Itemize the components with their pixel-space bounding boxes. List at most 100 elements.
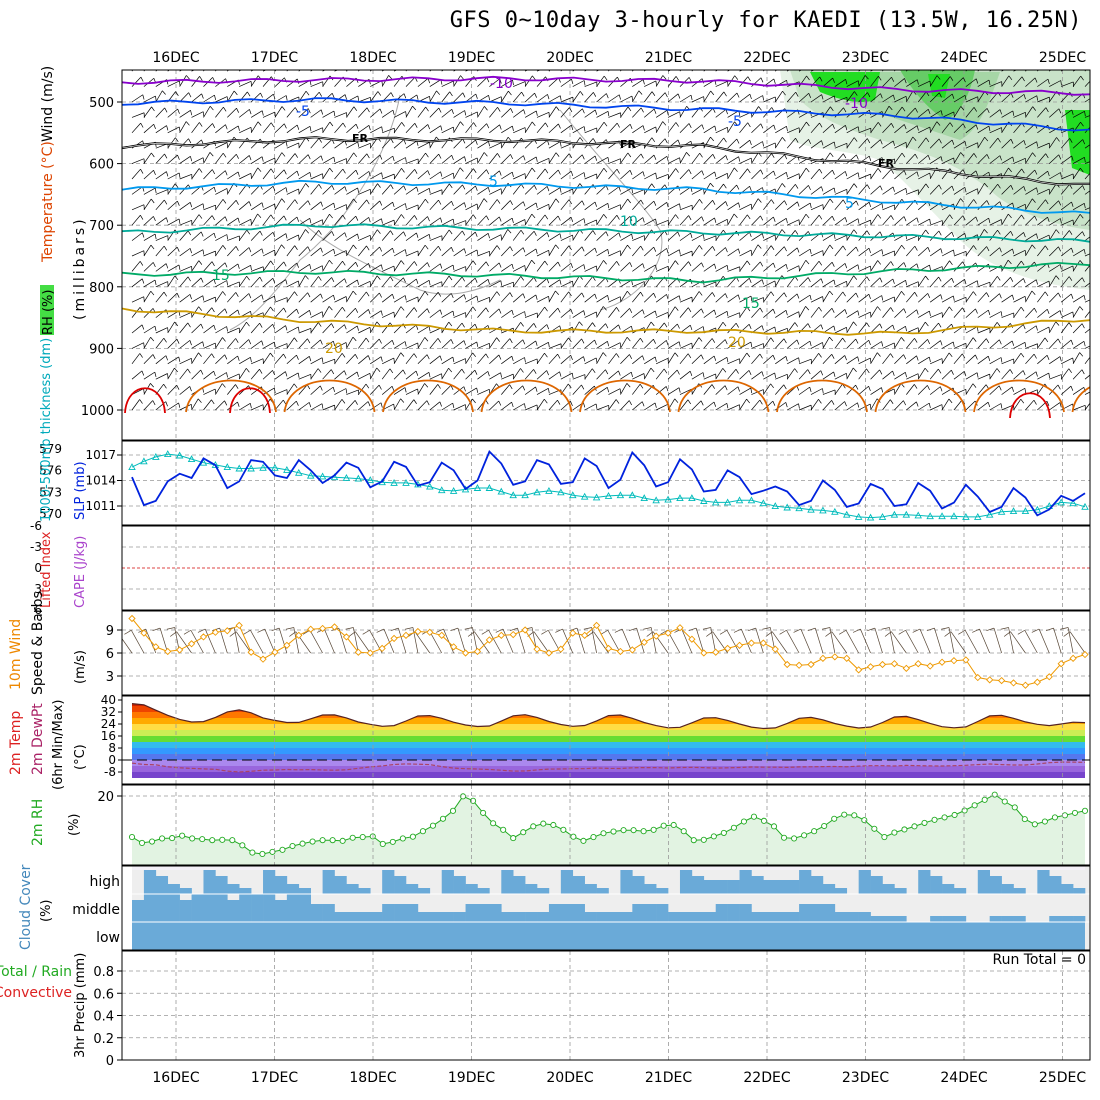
wind-barb bbox=[250, 404, 264, 411]
wind-barb bbox=[989, 276, 998, 288]
wind-barb bbox=[131, 232, 143, 241]
wind-barb bbox=[453, 202, 465, 211]
wind-barb bbox=[560, 188, 573, 195]
wind-barb bbox=[417, 187, 430, 195]
wind-barb bbox=[417, 216, 428, 226]
wind-barb-feather bbox=[771, 153, 775, 158]
wind-barb-feather bbox=[627, 106, 632, 112]
wind-barb-feather bbox=[714, 171, 717, 177]
wind-barb bbox=[1025, 187, 1037, 195]
wind-barb bbox=[1013, 249, 1026, 257]
wind-barb-feather bbox=[150, 337, 155, 342]
wind-barb bbox=[786, 201, 798, 211]
wind-barb-feather bbox=[345, 342, 348, 348]
wind-barb-feather bbox=[905, 280, 907, 286]
wind-barb bbox=[489, 170, 500, 180]
wind-barb bbox=[405, 215, 415, 226]
temperature-contour-25 bbox=[1071, 386, 1090, 413]
thickness-point bbox=[1069, 499, 1077, 507]
wind-barb-feather bbox=[414, 215, 418, 220]
wind-barb-feather bbox=[557, 169, 561, 175]
wind-barb bbox=[524, 277, 535, 288]
wind-barb bbox=[834, 383, 843, 395]
wind-barb-feather bbox=[711, 338, 716, 343]
wind-barb bbox=[620, 187, 632, 195]
wind-barb bbox=[477, 198, 485, 210]
wind-barb bbox=[274, 343, 288, 349]
wind-barb-feather bbox=[1095, 279, 1097, 284]
wind-barb bbox=[227, 281, 240, 288]
wind-barb bbox=[322, 294, 334, 303]
wind-barb bbox=[513, 173, 526, 180]
wind-barb bbox=[227, 171, 239, 180]
wind-barb bbox=[393, 295, 406, 303]
wind-barb-feather bbox=[843, 107, 847, 113]
wind-barb-feather bbox=[357, 187, 359, 193]
wind-barb bbox=[227, 107, 237, 118]
wind-barb bbox=[1001, 213, 1009, 226]
wind-barb bbox=[822, 77, 833, 87]
wind-barb-feather bbox=[237, 401, 240, 407]
wind-barb-feather bbox=[426, 354, 430, 360]
date-label-bottom: 24DEC bbox=[940, 1070, 987, 1086]
wind-barb bbox=[358, 107, 368, 118]
cloud-middle bbox=[525, 912, 538, 922]
wind-barb-feather bbox=[783, 292, 787, 298]
wind-barb bbox=[798, 248, 811, 257]
wind-barb-feather bbox=[797, 201, 800, 207]
wind-barb-feather bbox=[1046, 401, 1050, 407]
cloud-high bbox=[799, 866, 812, 894]
pressure-tick-label: 900 bbox=[89, 342, 114, 357]
thickness-ylabel: 1000-500mb thickness (dm) bbox=[39, 338, 54, 522]
wind-barb bbox=[894, 308, 904, 318]
wind-barb bbox=[1037, 170, 1048, 180]
wind-barb bbox=[655, 248, 667, 257]
precip-tick-label: 0 bbox=[106, 1054, 114, 1069]
label-minus5-b: -5 bbox=[728, 114, 742, 130]
wind-barb-feather bbox=[330, 369, 335, 375]
wind-barb-feather bbox=[320, 385, 323, 391]
wind-barb-feather bbox=[154, 372, 157, 378]
wind-barb-feather bbox=[583, 126, 586, 132]
wind-barb bbox=[1060, 322, 1070, 334]
wind-barb bbox=[1084, 282, 1090, 288]
wind-barb bbox=[763, 400, 774, 411]
wind-barb-feather bbox=[309, 264, 312, 270]
wind-barb bbox=[572, 108, 583, 118]
temp-tick-label: 0 bbox=[108, 753, 116, 767]
rh-point bbox=[510, 835, 517, 842]
wind-speed-point bbox=[450, 643, 458, 651]
temperature-band bbox=[132, 742, 1085, 748]
wind-barb bbox=[393, 93, 405, 103]
wind-barb-feather bbox=[582, 108, 585, 114]
wind-barb bbox=[477, 106, 485, 118]
wind-barb bbox=[131, 370, 143, 380]
wind-barb-feather bbox=[499, 170, 502, 176]
wind-barb-feather bbox=[714, 217, 717, 223]
wind-barb bbox=[346, 123, 357, 134]
wind-barb-feather bbox=[345, 388, 348, 394]
wind-barb bbox=[465, 306, 474, 318]
temperature-contour-line bbox=[122, 261, 1090, 284]
wind-speed-point bbox=[307, 625, 315, 633]
cloud-middle bbox=[453, 912, 466, 922]
wind-barb-feather bbox=[558, 123, 561, 129]
wind-barb-feather bbox=[784, 154, 788, 160]
date-axis-top: 16DEC 17DEC 18DEC 19DEC 20DEC 21DEC 22DEC 23DEC… bbox=[152, 50, 1086, 66]
wind-barb bbox=[703, 200, 713, 211]
wind-barb bbox=[1013, 341, 1026, 349]
wind-barb bbox=[822, 261, 833, 272]
wind-barb bbox=[191, 157, 204, 164]
wind-barb bbox=[143, 124, 154, 134]
wind-barb-feather bbox=[746, 398, 750, 404]
thickness-point bbox=[604, 492, 613, 499]
wind10m-barb bbox=[681, 628, 693, 654]
wind-barb bbox=[679, 94, 692, 103]
wind-barb bbox=[358, 355, 369, 365]
wind-barb-feather bbox=[905, 372, 907, 378]
wind-barb-feather bbox=[762, 141, 764, 147]
rh-point bbox=[901, 826, 908, 833]
wind-barb bbox=[358, 291, 367, 303]
wind-barb bbox=[393, 398, 401, 411]
